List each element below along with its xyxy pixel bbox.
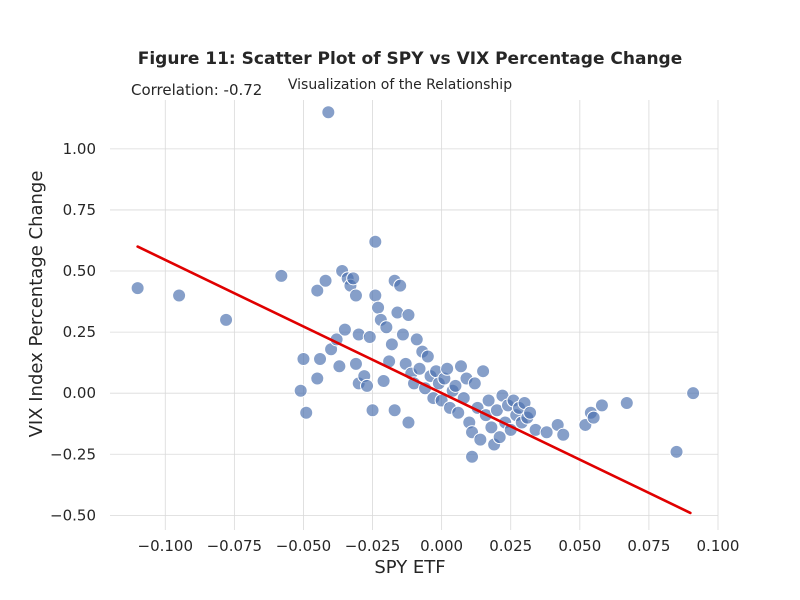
scatter-point [448,378,463,393]
x-tick-label: −0.100 [138,537,194,555]
scatter-point [451,405,466,420]
scatter-point [401,308,416,322]
scatter-point [481,393,496,408]
x-axis-label: SPY ETF [374,557,445,578]
scatter-point [523,405,538,420]
regression-line [136,245,692,515]
scatter-point [594,398,609,413]
x-tick-label: 0.075 [627,537,670,555]
scatter-point [313,351,328,366]
scatter-point [556,427,571,442]
scatter-point [539,425,554,440]
scatter-point [172,288,187,303]
correlation-annotation: Correlation: -0.72 [131,81,262,99]
scatter-point [310,371,325,386]
y-tick-label: −0.50 [50,506,96,524]
scatter-point [669,444,684,459]
scatter-point [384,337,399,352]
scatter-point [219,312,234,327]
scatter-point [401,415,416,430]
scatter-point [360,378,375,393]
y-tick-label: 1.00 [63,140,96,158]
tick-labels: −0.100 −0.075 −0.050 −0.025 0.000 0.025 0.050 0… [50,140,739,555]
chart-subtitle: Visualization of the Relationship [288,77,512,93]
y-tick-label: 0.75 [63,201,96,219]
scatter-point [368,288,383,303]
scatter-point [296,351,311,366]
scatter-point [440,361,455,376]
grid-lines [110,100,719,530]
scatter-point [348,356,363,371]
y-axis-label: VIX Index Percentage Change [26,171,47,438]
scatter-point [412,361,427,376]
scatter-point [371,300,386,315]
scatter-point [379,320,394,335]
scatter-point [130,281,145,296]
scatter-point [368,234,383,249]
scatter-point [409,332,424,347]
scatter-point [467,376,482,391]
scatter-point [299,405,314,420]
x-tick-label: 0.050 [558,537,601,555]
scatter-point [619,395,634,410]
y-tick-label: 0.50 [63,262,96,280]
scatter-point [420,349,435,364]
scatter-point [492,430,507,445]
scatter-point [310,283,325,298]
scatter-point [293,383,308,398]
scatter-point [321,105,336,120]
scatter-point [586,410,601,425]
scatter-point [332,359,347,374]
scatter-point [346,271,361,286]
scatter-point [362,329,377,344]
scatter-point [387,403,402,418]
y-tick-label: −0.25 [50,445,96,463]
scatter-point [453,359,468,374]
scatter-point [686,386,701,401]
scatter-point [318,273,333,288]
x-tick-label: −0.050 [276,537,332,555]
regression-line-group [136,245,692,515]
x-tick-label: 0.025 [489,537,532,555]
x-tick-label: −0.075 [207,537,263,555]
x-tick-label: 0.000 [420,537,463,555]
y-tick-label: 0.00 [63,384,96,402]
scatter-point [476,364,491,379]
scatter-point [465,449,480,464]
y-tick-label: 0.25 [63,323,96,341]
scatter-point [473,432,488,447]
scatter-point [393,278,408,293]
scatter-point [365,403,380,418]
scatter-point [337,322,352,337]
x-tick-label: 0.100 [697,537,740,555]
scatter-point [395,327,410,342]
scatter-point [274,268,289,283]
chart-title: Figure 11: Scatter Plot of SPY vs VIX Pe… [138,49,683,69]
scatter-point [348,288,363,303]
x-tick-label: −0.025 [345,537,401,555]
data-points [130,105,701,464]
scatter-point [484,420,499,435]
scatter-point [376,373,391,388]
